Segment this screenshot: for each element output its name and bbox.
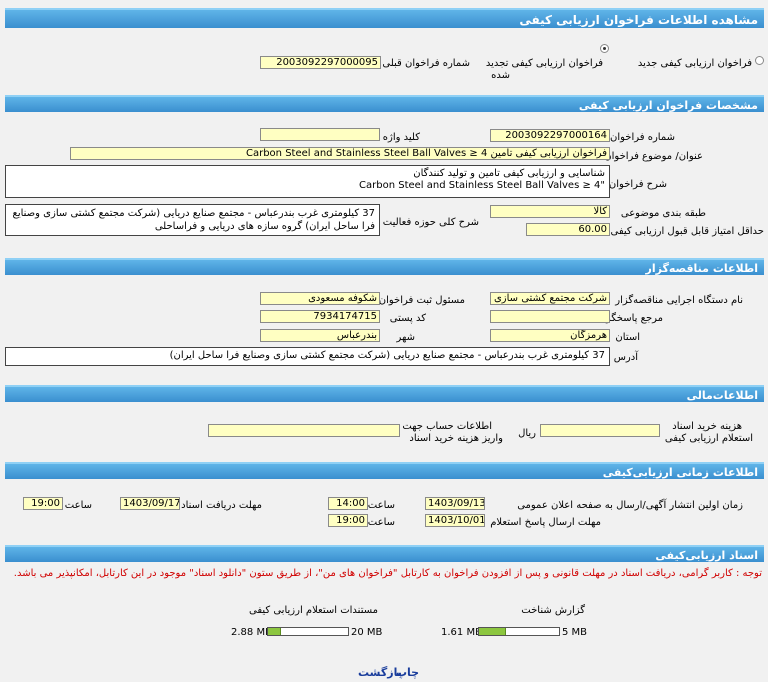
description-line-2: Carbon Steel and Stainless Steel Ball Va… (359, 180, 605, 191)
timing-header: اطلاعات زمانی ارزیابی‌کیفی (5, 462, 764, 479)
radio-renewed-call[interactable] (600, 44, 609, 53)
description-label: شرح فراخوان (608, 179, 667, 190)
recognition-progress-fill (479, 628, 506, 635)
currency-label: ریال (518, 428, 536, 439)
docs-progress-fill (268, 628, 281, 635)
docs-used: 2.88 MB (231, 627, 272, 638)
category-field: کالا (490, 205, 610, 218)
reference-field (490, 310, 610, 323)
publish-label: زمان اولین انتشار آگهی/ارسال به صفحه اعل… (517, 500, 743, 511)
response-time-field: 19:00 (328, 514, 368, 527)
address-box: 37 کیلومتری غرب بندرعباس - مجتمع صنایع د… (5, 347, 610, 366)
account-label-2: واریز هزینه خرید اسناد (409, 433, 503, 444)
address-label: آدرس (613, 352, 638, 363)
page-title: مشاهده اطلاعات فراخوان ارزیابی کیفی (519, 13, 758, 27)
prev-number-label: شماره فراخوان قبلی (382, 58, 470, 69)
new-call-label: فراخوان ارزیابی کیفی جدید (637, 58, 752, 69)
receive-time-label: ساعت (64, 500, 92, 511)
page-title-bar: مشاهده اطلاعات فراخوان ارزیابی کیفی (5, 8, 764, 28)
tenderer-header: اطلاعات مناقصه‌گزار (5, 258, 764, 275)
call-number-field: 2003092297000164 (490, 129, 610, 142)
receive-date-field: 1403/09/17 (120, 497, 180, 510)
print-link[interactable]: چاپ (396, 666, 420, 679)
documents-notice: توجه : کاربر گرامی، دریافت اسناد در مهلت… (13, 568, 762, 579)
docs-label: مستندات استعلام ارزیابی کیفی (248, 605, 378, 616)
response-time-label: ساعت (367, 517, 395, 528)
prev-number-field: 2003092297000095 (260, 56, 381, 69)
activity-box: 37 کیلومتری غرب بندرعباس - مجتمع صنایع د… (5, 204, 380, 236)
publish-date-field: 1403/09/13 (425, 497, 485, 510)
renewed-call-label-1: فراخوان ارزیابی کیفی تجدید (485, 58, 603, 69)
province-label: استان (615, 332, 640, 343)
description-box: شناسایی و ارزیابی کیفی تامین و تولید کنن… (5, 165, 610, 198)
recognition-label: گزارش شناخت (521, 605, 585, 616)
subject-field: فراخوان ارزیابی کیفی تامین Carbon Steel … (70, 147, 610, 160)
receive-label: مهلت دریافت اسناد (181, 500, 262, 511)
reference-label: مرجع پاسخگویی (594, 313, 663, 324)
publish-time-field: 14:00 (328, 497, 368, 510)
documents-header: اسناد ارزیابی‌کیفی (5, 545, 764, 562)
registrar-field: شکوفه مسعودی (260, 292, 380, 305)
fee-label-2: استعلام ارزیابی کیفی (664, 433, 753, 444)
radio-new-call[interactable] (755, 56, 764, 65)
postal-label: کد پستی (389, 313, 426, 324)
keyword-field (260, 128, 380, 141)
renewed-call-label-2: شده (491, 70, 510, 81)
postal-field: 7934174715 (260, 310, 380, 323)
subject-label: عنوان/ موضوع فراخوان (604, 151, 703, 162)
docs-progress (267, 627, 349, 636)
financial-header: اطلاعات‌مالی (5, 385, 764, 402)
description-line-1: شناسایی و ارزیابی کیفی تامین و تولید کنن… (413, 168, 605, 179)
response-date-field: 1403/10/01 (425, 514, 485, 527)
receive-time-field: 19:00 (23, 497, 63, 510)
specs-header: مشخصات فراخوان ارزیابی کیفی (5, 95, 764, 112)
city-label: شهر (396, 332, 415, 343)
category-label: طبقه بندی موضوعی (620, 208, 706, 219)
docs-total: 20 MB (351, 627, 383, 638)
province-field: هرمزگان (490, 329, 610, 342)
keyword-label: کلید واژه (382, 132, 420, 143)
activity-label: شرح کلی حوزه فعالیت (382, 217, 479, 228)
publish-time-label: ساعت (367, 500, 395, 511)
fee-field (540, 424, 660, 437)
min-score-label: حداقل امتیاز قابل قبول ارزیابی کیفی (610, 226, 764, 237)
registrar-label: مسئول ثبت فراخوان (378, 295, 465, 306)
back-link[interactable]: بازگشت (358, 666, 402, 679)
min-score-field: 60.00 (526, 223, 610, 236)
org-field: شرکت مجتمع کشتی سازی (490, 292, 610, 305)
fee-label-1: هزینه خرید اسناد (672, 421, 742, 432)
response-label: مهلت ارسال پاسخ استعلام (490, 517, 601, 528)
recognition-progress (478, 627, 560, 636)
org-label: نام دستگاه اجرایی مناقصه‌گزار (615, 295, 743, 306)
recog-used: 1.61 MB (441, 627, 482, 638)
account-label-1: اطلاعات حساب جهت (402, 421, 492, 432)
account-field (208, 424, 400, 437)
recog-total: 5 MB (562, 627, 588, 638)
city-field: بندرعباس (260, 329, 380, 342)
call-number-label: شماره فراخوان (610, 132, 675, 143)
